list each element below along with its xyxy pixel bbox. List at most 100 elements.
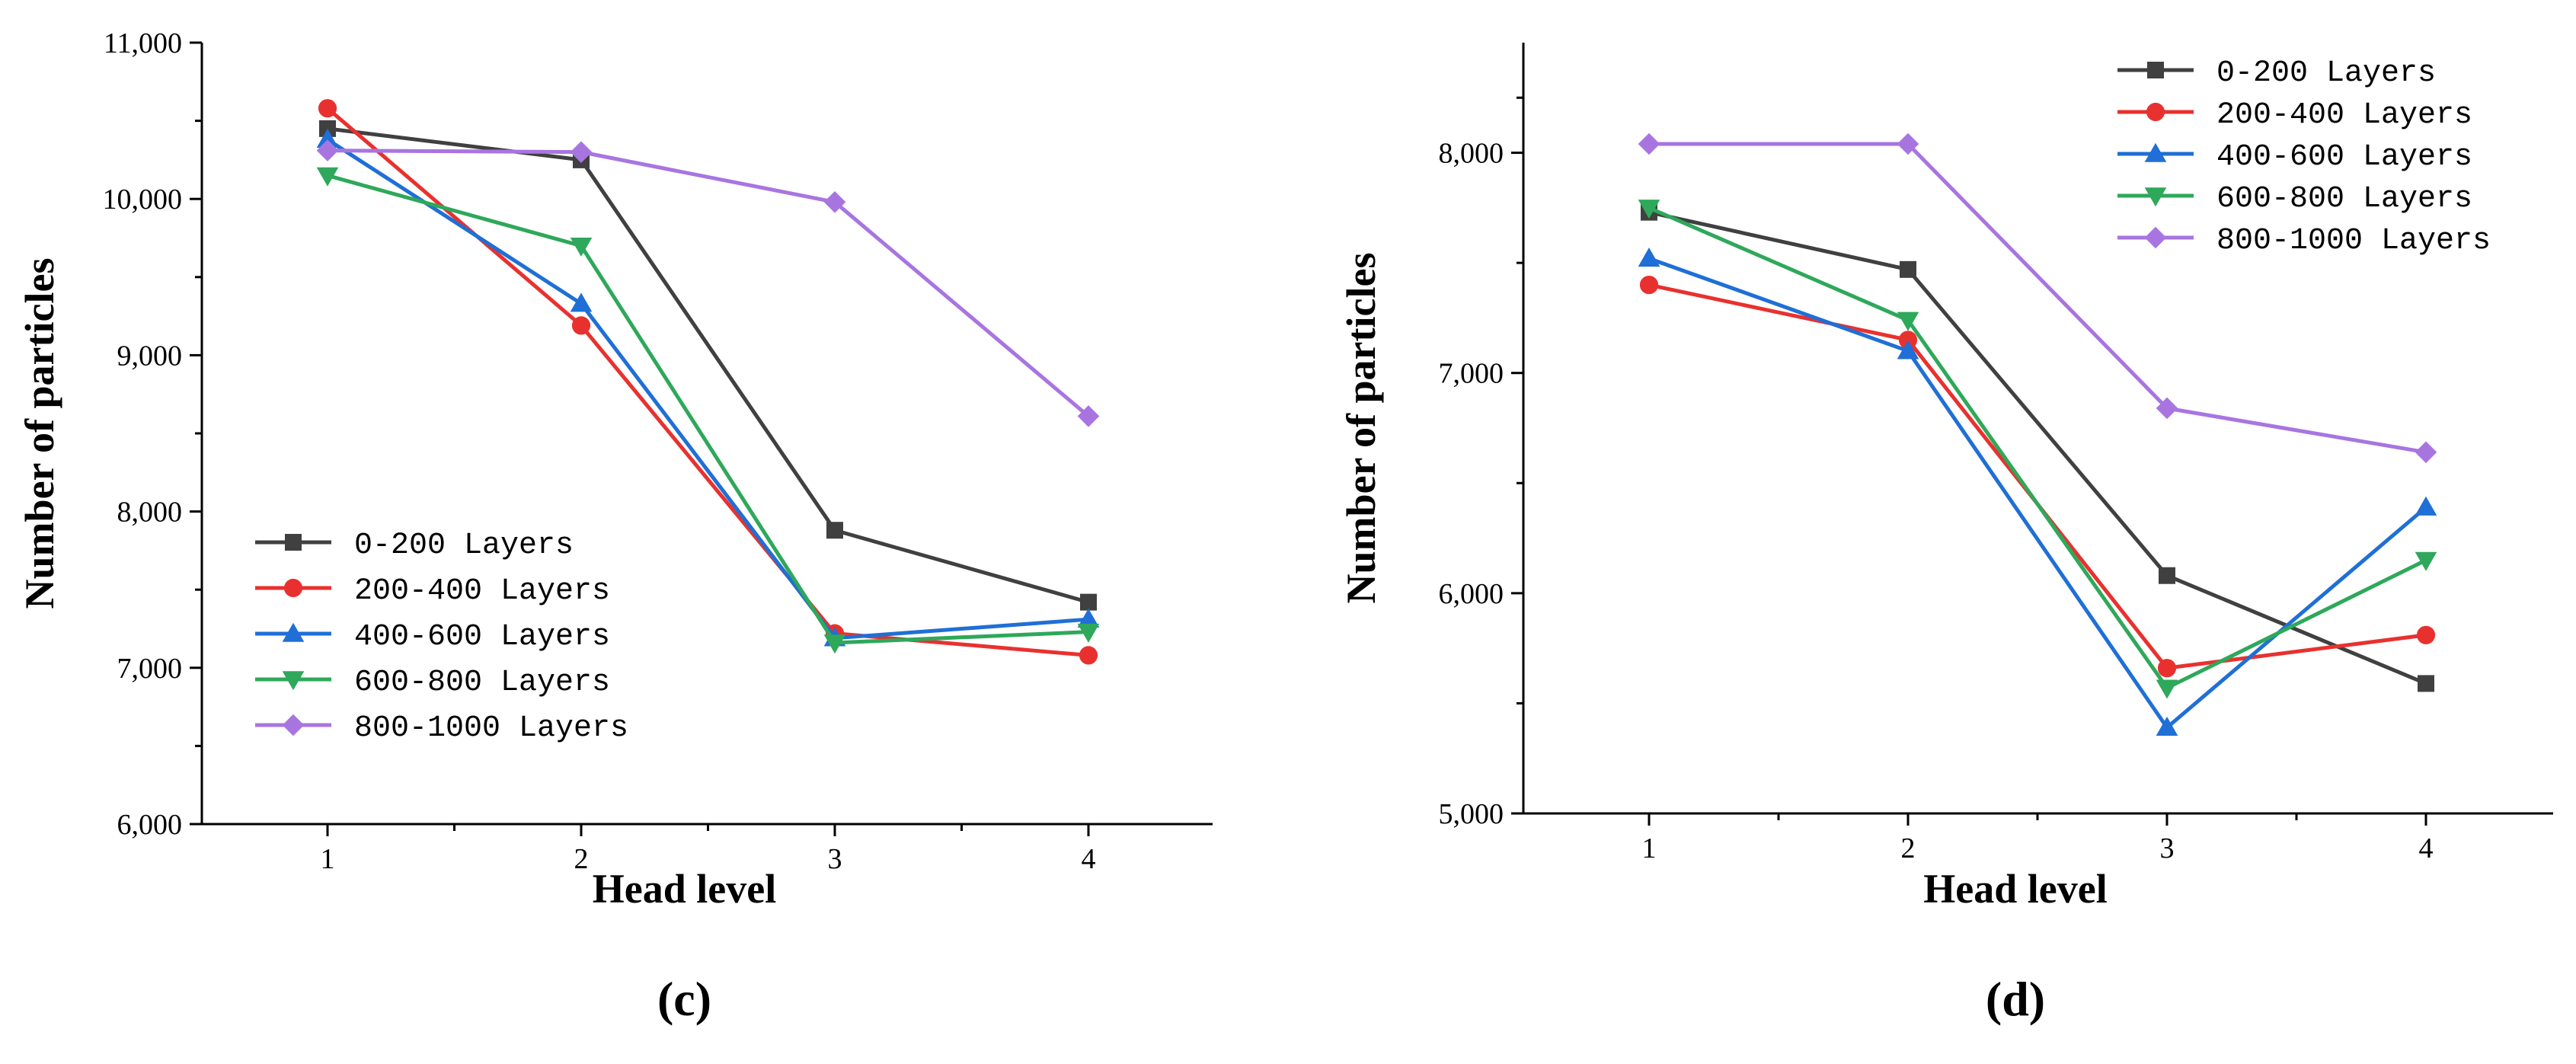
chart-panel-d: 5,000 6,000 7,000 8,000 1 2 3 4 Head level Number… <box>1338 43 2553 1026</box>
series-400-600-layers <box>1638 248 2437 736</box>
data-point <box>316 128 339 148</box>
legend-marker <box>2144 142 2167 162</box>
legend-marker <box>2146 102 2165 122</box>
legend-marker <box>283 578 303 598</box>
legend-label: 0-200 Layers <box>354 529 574 563</box>
series-600-800-layers <box>316 167 1100 654</box>
data-point <box>1897 312 1919 331</box>
x-tick-label: 4 <box>2419 832 2434 864</box>
data-point <box>2156 679 2178 699</box>
x-tick-label: 3 <box>828 843 842 875</box>
legend-label: 0-200 Layers <box>2216 56 2436 91</box>
series-line <box>327 149 1090 418</box>
x-tick-label: 1 <box>1642 832 1657 864</box>
legend-marker <box>282 671 305 691</box>
data-point <box>1638 200 1660 219</box>
series-line <box>1649 142 2427 455</box>
x-tick-label: 2 <box>574 843 589 875</box>
data-point <box>2156 397 2178 420</box>
data-point <box>1077 608 1100 628</box>
data-point <box>2416 625 2436 644</box>
data-point <box>316 139 339 161</box>
data-point <box>318 99 337 118</box>
data-point <box>823 634 846 654</box>
legend-marker <box>282 714 305 736</box>
legend: 0-200 Layers 200-400 Layers 400-600 Layers… <box>2117 56 2491 258</box>
legend-marker <box>2144 226 2167 249</box>
y-axis-title: Number of particles <box>17 258 62 609</box>
y-tick-label: 8,000 <box>1439 138 1504 170</box>
data-point <box>823 191 846 213</box>
y-tick-label: 6,000 <box>1439 578 1504 610</box>
legend-marker <box>2144 187 2167 207</box>
legend-marker <box>282 622 305 642</box>
legend-label: 800-1000 Layers <box>2216 224 2491 258</box>
data-point <box>316 167 339 187</box>
series-800-1000-layers <box>1638 133 2437 464</box>
data-point <box>571 316 591 335</box>
series-line <box>1648 257 2427 730</box>
series-line <box>326 107 1089 657</box>
x-tick-label: 4 <box>1082 843 1096 875</box>
legend-label: 400-600 Layers <box>354 620 610 654</box>
series-line <box>327 174 1089 645</box>
y-tick-label: 6,000 <box>117 809 183 841</box>
panel-label: (c) <box>657 972 711 1026</box>
legend-marker <box>2147 62 2164 78</box>
series-line <box>1648 210 2427 685</box>
series-line <box>1648 206 2427 690</box>
legend-label: 600-800 Layers <box>354 666 610 700</box>
data-point <box>2156 716 2178 736</box>
legend-label: 800-1000 Layers <box>354 711 628 746</box>
legend-label: 200-400 Layers <box>2216 98 2472 133</box>
series-200-400-layers <box>1639 275 2436 678</box>
series-600-800-layers <box>1638 200 2437 699</box>
data-point <box>1897 340 1919 359</box>
data-point <box>1897 133 1919 155</box>
y-tick-label: 9,000 <box>117 340 183 372</box>
data-point <box>1638 133 1660 155</box>
x-axis-title: Head level <box>593 866 776 912</box>
data-point <box>1079 646 1098 665</box>
panel-label: (d) <box>1986 972 2045 1026</box>
data-point <box>1077 405 1100 427</box>
x-tick-label: 2 <box>1901 832 1916 864</box>
data-point <box>1900 260 1916 278</box>
data-point <box>2415 441 2437 464</box>
x-axis-title: Head level <box>1923 866 2107 912</box>
data-point <box>2157 659 2177 678</box>
data-point <box>319 120 336 137</box>
legend: 0-200 Layers 200-400 Layers 400-600 Layers… <box>255 529 628 746</box>
legend-label: 600-800 Layers <box>2216 182 2472 216</box>
data-point <box>2159 567 2175 584</box>
data-point <box>1898 331 1918 350</box>
data-point <box>2415 551 2437 571</box>
data-point <box>2415 496 2437 516</box>
data-point <box>1077 623 1100 643</box>
data-point <box>570 141 593 163</box>
x-tick-label: 3 <box>2160 832 2175 864</box>
x-tick-label: 1 <box>321 843 335 875</box>
legend-marker <box>285 534 302 551</box>
chart-panel-c: 6,000 7,000 8,000 9,000 10,000 11,000 1 2 3 4 Head… <box>17 27 1213 1026</box>
series-line <box>326 138 1089 641</box>
data-point <box>570 238 593 257</box>
y-tick-label: 7,000 <box>1439 358 1504 390</box>
series-line <box>1648 283 2427 670</box>
data-point <box>570 292 593 312</box>
y-tick-label: 5,000 <box>1439 798 1504 830</box>
data-point <box>826 522 843 539</box>
data-point <box>1639 275 1659 295</box>
y-tick-label: 11,000 <box>104 27 182 59</box>
y-tick-label: 7,000 <box>117 653 183 685</box>
y-axis-title: Number of particles <box>1338 253 1384 604</box>
y-tick-label: 8,000 <box>117 497 183 529</box>
y-tick-label: 10,000 <box>103 184 183 216</box>
data-point <box>1080 593 1097 611</box>
data-point <box>2418 675 2434 692</box>
series-line <box>327 126 1089 605</box>
data-point <box>1638 248 1660 267</box>
legend-label: 200-400 Layers <box>354 574 610 609</box>
series-800-1000-layers <box>316 139 1100 427</box>
